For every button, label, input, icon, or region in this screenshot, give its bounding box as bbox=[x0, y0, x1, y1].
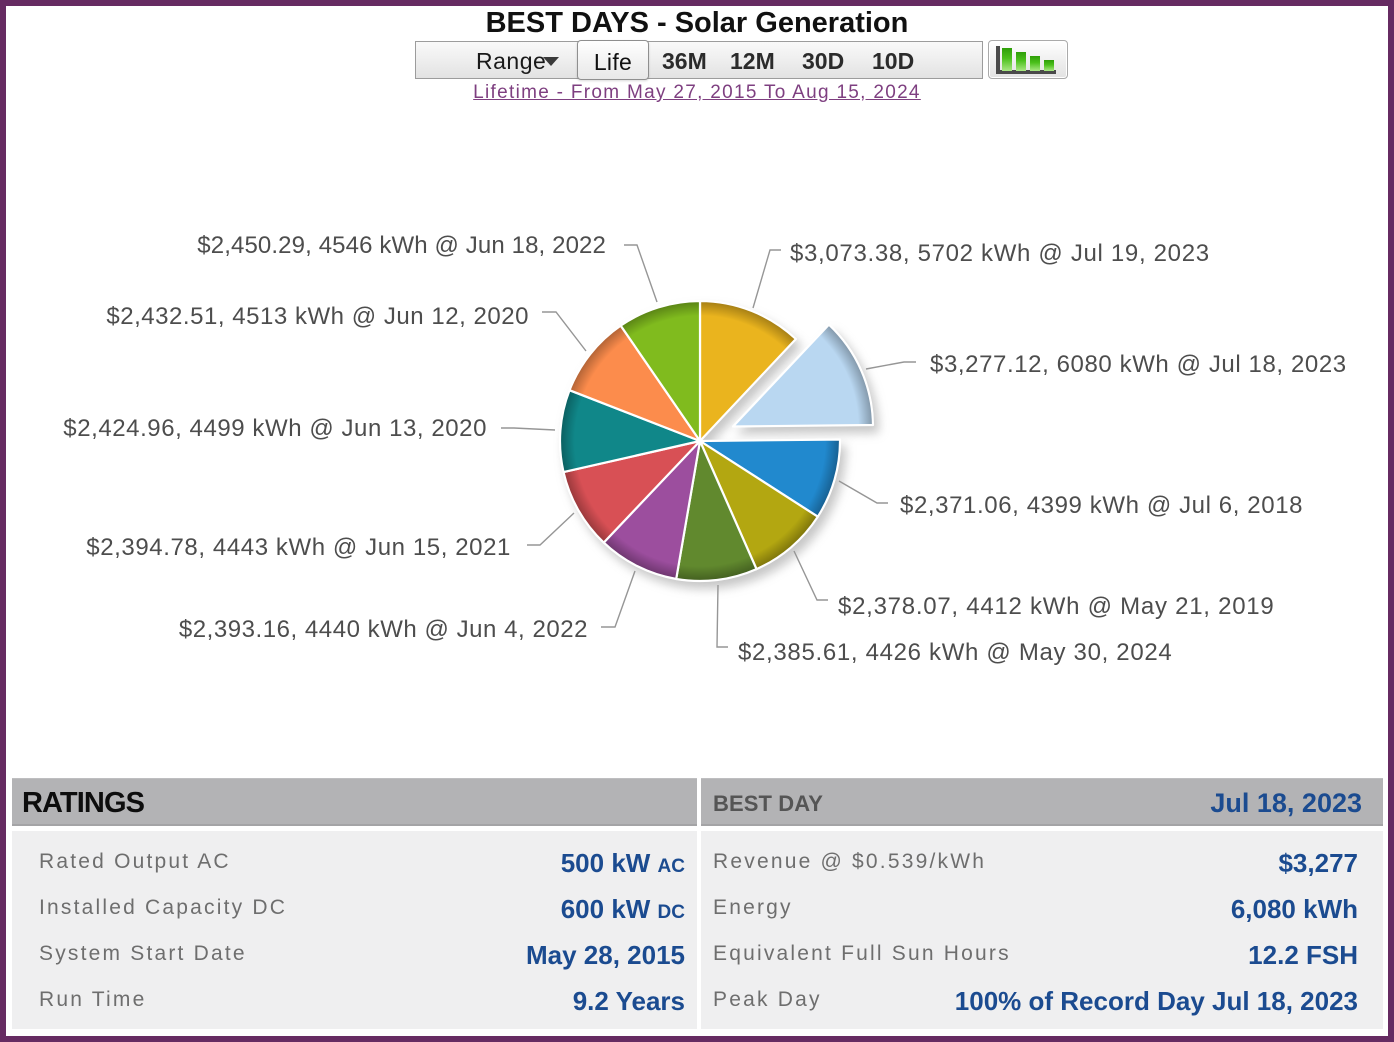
svg-text:$2,385.61, 4426 kWh @ May 30,: $2,385.61, 4426 kWh @ May 30, 2024 bbox=[738, 639, 1172, 666]
svg-text:$2,432.51, 4513 kWh @ Jun 12,: $2,432.51, 4513 kWh @ Jun 12, 2020 bbox=[106, 303, 529, 330]
svg-text:$2,378.07, 4412 kWh @ May 21,: $2,378.07, 4412 kWh @ May 21, 2019 bbox=[838, 593, 1274, 620]
svg-text:$2,450.29, 4546 kWh @ Jun 18,: $2,450.29, 4546 kWh @ Jun 18, 2022 bbox=[197, 232, 606, 259]
svg-text:$3,073.38, 5702 kWh @ Jul 19,: $3,073.38, 5702 kWh @ Jul 19, 2023 bbox=[790, 240, 1210, 267]
svg-text:$2,424.96, 4499 kWh @ Jun 13,: $2,424.96, 4499 kWh @ Jun 13, 2020 bbox=[63, 415, 487, 442]
svg-text:$2,394.78, 4443 kWh @ Jun 15,: $2,394.78, 4443 kWh @ Jun 15, 2021 bbox=[86, 534, 511, 561]
svg-text:$3,277.12, 6080 kWh @ Jul 18,: $3,277.12, 6080 kWh @ Jul 18, 2023 bbox=[930, 351, 1347, 378]
svg-text:$2,393.16, 4440 kWh @ Jun 4, 2: $2,393.16, 4440 kWh @ Jun 4, 2022 bbox=[179, 616, 588, 643]
svg-text:$2,371.06, 4399 kWh @ Jul 6, 2: $2,371.06, 4399 kWh @ Jul 6, 2018 bbox=[900, 492, 1303, 519]
